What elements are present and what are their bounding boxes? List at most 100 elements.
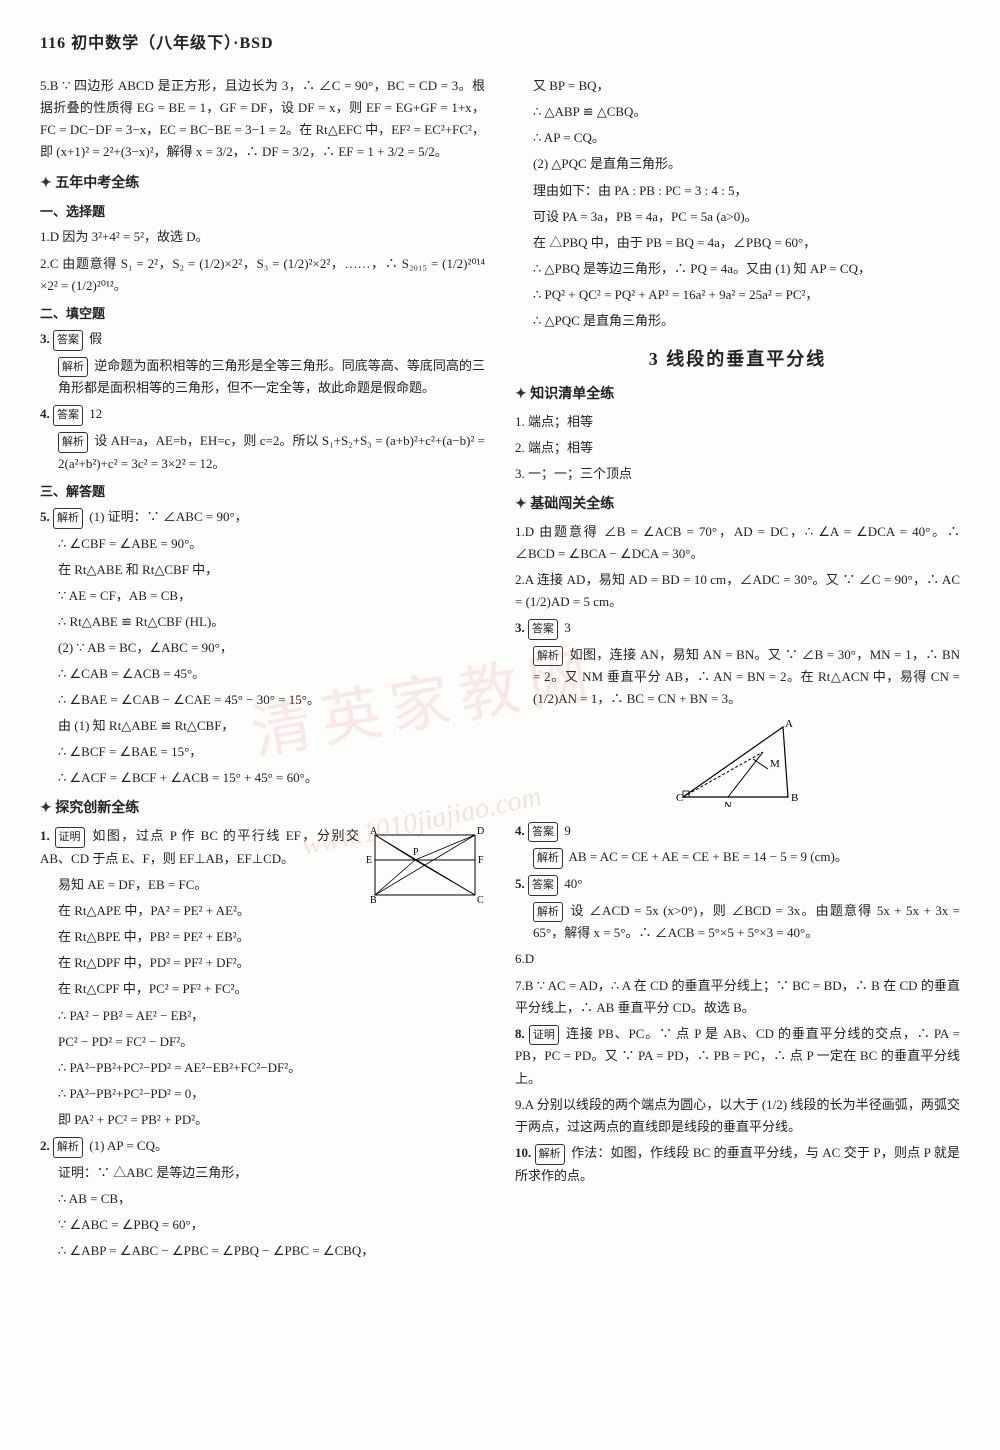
svg-text:C: C — [676, 792, 683, 804]
cont-line: 在 △PBQ 中，由于 PB = BQ = 4a，∠PBQ = 60°， — [515, 232, 960, 254]
b4-label: 4. — [515, 823, 525, 838]
q5-line: 由 (1) 知 Rt△ABE ≌ Rt△CBF， — [40, 715, 485, 737]
exp-tag: 解析 — [533, 848, 563, 869]
q5-line: ∴ ∠CBF = ∠ABE = 90°。 — [40, 533, 485, 555]
right-column: 又 BP = BQ， ∴ △ABP ≌ △CBQ。 ∴ AP = CQ。 (2)… — [515, 75, 960, 1266]
p2: 2. 解析 (1) AP = CQ。 — [40, 1135, 485, 1158]
b7: 7.B ∵ AC = AD，∴ A 在 CD 的垂直平分线上；∵ BC = BD… — [515, 975, 960, 1019]
proof-tag: 证明 — [529, 1025, 559, 1046]
p1-line: ∴ PA² − PB² = AE² − EB²， — [40, 1005, 485, 1027]
answer-tag: 答案 — [53, 330, 83, 351]
p1-label: 1. — [40, 828, 50, 843]
triangle-diagram: A B C M N — [668, 717, 808, 807]
b8-exp-text: 连接 PB、PC。∵ 点 P 是 AB、CD 的垂直平分线的交点，∴ PA = … — [515, 1026, 960, 1086]
b5-label: 5. — [515, 876, 525, 891]
cont-line: 又 BP = BQ， — [515, 75, 960, 97]
q5-label: 5. — [40, 509, 50, 524]
svg-text:N: N — [724, 800, 732, 807]
prev-q5: 5.B ∵ 四边形 ABCD 是正方形，且边长为 3，∴ ∠C = 90°，BC… — [40, 75, 485, 163]
q4: 4. 答案 12 — [40, 403, 485, 426]
q5-line: ∴ Rt△ABE ≌ Rt△CBF (HL)。 — [40, 611, 485, 633]
b10-label: 10. — [515, 1145, 531, 1160]
b3-exp-text: 如图，连接 AN，易知 AN = BN。又 ∵ ∠B = 30°，MN = 1，… — [533, 647, 960, 707]
cont-line: ∴ PQ² + QC² = PQ² + AP² = 16a² + 9a² = 2… — [515, 284, 960, 306]
svg-text:D: D — [477, 826, 484, 837]
b5-exp-text: 设 ∠ACD = 5x (x>0°)，则 ∠BCD = 3x。由题意得 5x +… — [533, 903, 960, 941]
q5-line: 在 Rt△ABE 和 Rt△CBF 中， — [40, 559, 485, 581]
b4: 4. 答案 9 — [515, 820, 960, 843]
q4-answer: 12 — [89, 406, 102, 421]
answer-tag: 答案 — [528, 822, 558, 843]
answer-tag: 答案 — [53, 405, 83, 426]
q3-exp-text: 逆命题为面积相等的三角形是全等三角形。同底等高、等底同高的三角形都是面积相等的三… — [58, 358, 485, 396]
sec-basic: 基础闯关全练 — [515, 493, 960, 517]
sec-innovation: 探究创新全练 — [40, 797, 485, 821]
rectangle-diagram: A D B C E F P — [365, 825, 485, 912]
svg-text:P: P — [413, 847, 419, 858]
q5-line: ∴ ∠BAE = ∠CAB − ∠CAE = 45° − 30° = 15°。 — [40, 689, 485, 711]
q5-line0: (1) 证明：∵ ∠ABC = 90°， — [89, 509, 247, 524]
b3-answer: 3 — [564, 620, 571, 635]
b5: 5. 答案 40° — [515, 873, 960, 896]
answer-tag: 答案 — [528, 619, 558, 640]
p1-line: ∴ PA²−PB²+PC²−PD² = 0， — [40, 1083, 485, 1105]
exp-tag: 解析 — [53, 1137, 83, 1158]
cont-line: ∴ AP = CQ。 — [515, 127, 960, 149]
b5-exp: 解析 设 ∠ACD = 5x (x>0°)，则 ∠BCD = 3x。由题意得 5… — [515, 900, 960, 945]
q5-line: (2) ∵ AB = BC，∠ABC = 90°， — [40, 637, 485, 659]
cont-line: ∴ △ABP ≌ △CBQ。 — [515, 101, 960, 123]
q3-answer: 假 — [89, 331, 102, 346]
cont-line: 理由如下：由 PA : PB : PC = 3 : 4 : 5， — [515, 180, 960, 202]
q4-exp-text: 设 AH=a，AE=b，EH=c，则 c=2。所以 S₁+S₂+S₃ = (a+… — [58, 433, 485, 471]
p2-line0: (1) AP = CQ。 — [89, 1138, 168, 1153]
p2-label: 2. — [40, 1138, 50, 1153]
b10: 10. 解析 作法：如图，作线段 BC 的垂直平分线，与 AC 交于 P，则点 … — [515, 1142, 960, 1187]
q4-exp: 解析 设 AH=a，AE=b，EH=c，则 c=2。所以 S₁+S₂+S₃ = … — [40, 430, 485, 475]
p1-line: 在 Rt△BPE 中，PB² = PE² + EB²。 — [40, 926, 485, 948]
b8-label: 8. — [515, 1026, 525, 1041]
q5-line: ∴ ∠BCF = ∠BAE = 15°， — [40, 741, 485, 763]
q5-line: ∴ ∠CAB = ∠ACB = 45°。 — [40, 663, 485, 685]
b3: 3. 答案 3 — [515, 617, 960, 640]
cat-choice: 一、选择题 — [40, 201, 485, 223]
exp-tag: 解析 — [535, 1144, 565, 1165]
q3-exp: 解析 逆命题为面积相等的三角形是全等三角形。同底等高、等底同高的三角形都是面积相… — [40, 355, 485, 400]
svg-text:A: A — [785, 718, 793, 730]
sec-five-year: 五年中考全练 — [40, 172, 485, 196]
k1: 1. 端点；相等 — [515, 411, 960, 433]
b6: 6.D — [515, 948, 960, 970]
p2-line: ∵ ∠ABC = ∠PBQ = 60°， — [40, 1214, 485, 1236]
cont-line: ∴ △PQC 是直角三角形。 — [515, 310, 960, 332]
q3-label: 3. — [40, 331, 50, 346]
cont-line: ∴ △PBQ 是等边三角形，∴ PQ = 4a。又由 (1) 知 AP = CQ… — [515, 258, 960, 280]
svg-text:B: B — [791, 792, 798, 804]
q5: 5. 解析 (1) 证明：∵ ∠ABC = 90°， — [40, 506, 485, 529]
left-column: 5.B ∵ 四边形 ABCD 是正方形，且边长为 3，∴ ∠C = 90°，BC… — [40, 75, 485, 1266]
sec-knowledge: 知识清单全练 — [515, 383, 960, 407]
b4-answer: 9 — [564, 823, 571, 838]
b3-exp: 解析 如图，连接 AN，易知 AN = BN。又 ∵ ∠B = 30°，MN =… — [515, 644, 960, 711]
cont-line: (2) △PQC 是直角三角形。 — [515, 153, 960, 175]
p1-line: 即 PA² + PC² = PB² + PD²。 — [40, 1109, 485, 1131]
svg-text:M: M — [770, 758, 780, 770]
b1: 1.D 由题意得 ∠B = ∠ACB = 70°，AD = DC，∴ ∠A = … — [515, 521, 960, 565]
page-header: 116 初中数学（八年级下）·BSD — [40, 30, 960, 57]
b4-exp-text: AB = AC = CE + AE = CE + BE = 14 − 5 = 9… — [569, 849, 848, 864]
svg-text:A: A — [370, 826, 378, 837]
p1-line: ∴ PA²−PB²+PC²−PD² = AE²−EB²+FC²−DF²。 — [40, 1057, 485, 1079]
p1-line0: 如图，过点 P 作 BC 的平行线 EF，分别交 AB、CD 于点 E、F，则 … — [40, 828, 359, 866]
svg-text:C: C — [477, 895, 484, 905]
exp-tag: 解析 — [533, 646, 563, 667]
exp-tag: 解析 — [58, 357, 88, 378]
k2: 2. 端点；相等 — [515, 437, 960, 459]
triangle-diagram-wrap: A B C M N — [515, 717, 960, 814]
p2-line: ∴ ∠ABP = ∠ABC − ∠PBC = ∠PBQ − ∠PBC = ∠CB… — [40, 1240, 485, 1262]
q3: 3. 答案 假 — [40, 328, 485, 351]
q2: 2.C 由题意得 S₁ = 2²，S₂ = (1/2)×2²，S₃ = (1/2… — [40, 253, 485, 297]
p1-line: PC² − PD² = FC² − DF²。 — [40, 1031, 485, 1053]
cont-line: 可设 PA = 3a，PB = 4a，PC = 5a (a>0)。 — [515, 206, 960, 228]
answer-tag: 答案 — [528, 875, 558, 896]
p2-line: ∴ AB = CB， — [40, 1188, 485, 1210]
p2-line: 证明：∵ △ABC 是等边三角形， — [40, 1162, 485, 1184]
cat-fill: 二、填空题 — [40, 303, 485, 325]
